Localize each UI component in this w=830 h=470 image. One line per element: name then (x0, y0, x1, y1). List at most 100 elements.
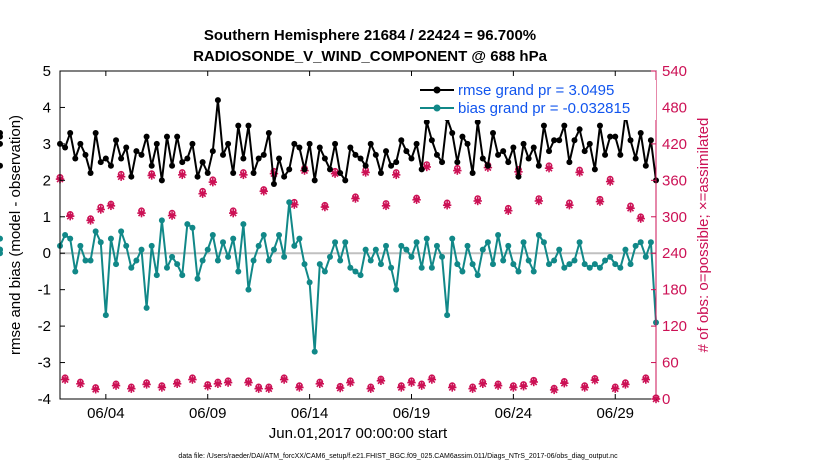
obs-assimilated-point (473, 196, 482, 206)
bias-point (306, 279, 313, 286)
rmse-point (321, 155, 328, 162)
rmse-point (535, 162, 542, 169)
bias-point (352, 268, 359, 275)
obs-assimilated-point (412, 195, 421, 204)
bias-point (423, 235, 430, 242)
rmse-point (383, 148, 390, 155)
obs-assimilated-point (65, 211, 75, 221)
bias-point (153, 272, 160, 279)
rmse-point (377, 170, 384, 177)
obs-assimilated-point (453, 166, 462, 175)
bias-point (67, 235, 74, 242)
bias-point (214, 257, 221, 264)
obs-assimilated-point (504, 206, 513, 215)
rmse-point (627, 137, 634, 144)
obs-assimilated-point (96, 205, 105, 214)
obs-assimilated-point (188, 375, 197, 384)
bias-point (576, 239, 583, 246)
bias-point (118, 228, 125, 235)
obs-assimilated-point (427, 375, 437, 384)
y-tick-label: 4 (43, 99, 51, 116)
rmse-point (367, 140, 374, 147)
x-axis-label: Jun.01,2017 00:00:00 start (269, 425, 448, 442)
bias-point (637, 239, 644, 246)
obs-assimilated-point (422, 162, 431, 172)
bias-point (627, 261, 634, 268)
obs-assimilated-point (223, 378, 233, 387)
bias-point (204, 246, 211, 253)
rmse-point (433, 151, 440, 158)
rmse-point (352, 151, 359, 158)
obs-assimilated-point (111, 381, 121, 390)
rmse-point (306, 140, 313, 147)
rmse-point (439, 159, 446, 166)
rmse-point (184, 155, 191, 162)
rmse-point (225, 140, 232, 147)
x-tick-label: 06/29 (596, 405, 634, 422)
rmse-point (515, 173, 522, 180)
rmse-point (403, 148, 410, 155)
rmse-point (230, 170, 237, 177)
right-axis: 540 480 420 360 300 240 180 120 60 0 (651, 63, 687, 408)
bias-point (184, 221, 191, 228)
y-tick-label: 3 (43, 136, 51, 153)
rmse-point (281, 173, 288, 180)
right-y-tick-label: 300 (662, 209, 687, 226)
obs-assimilated-point (172, 379, 182, 389)
rmse-point (520, 140, 527, 147)
rmse-point (214, 97, 221, 104)
bias-point (189, 224, 196, 231)
rmse-point (388, 162, 395, 169)
rmse-point (118, 155, 125, 162)
bias-point (158, 217, 165, 224)
bias-point (444, 312, 451, 319)
obs-assimilated-point (605, 177, 615, 186)
obs-assimilated-point (178, 170, 187, 180)
legend: rmse grand pr = 3.0495 bias grand pr = -… (420, 80, 656, 120)
obs-assimilated-point (208, 177, 218, 187)
bias-point (500, 257, 507, 264)
rmse-point (449, 129, 456, 136)
obs-assimilated-point (320, 202, 330, 212)
obs-assimilated-point (203, 382, 212, 391)
rmse-point (240, 155, 247, 162)
footer-data-file: data file: /Users/raeder/DAI/ATM_forcXX/… (178, 453, 618, 460)
bias-point (133, 257, 140, 264)
rmse-point (128, 173, 135, 180)
bias-point (143, 304, 150, 311)
obs-assimilated-point (611, 384, 620, 393)
bias-point (535, 232, 542, 238)
rmse-point (459, 133, 466, 140)
bias-point (169, 253, 176, 260)
bias-point (388, 264, 395, 271)
rmse-point (530, 144, 537, 151)
bias-series-line (59, 201, 657, 353)
rmse-point (418, 166, 425, 173)
rmse-point (291, 140, 298, 147)
rmse-point (113, 137, 120, 144)
obs-assimilated-point (259, 187, 268, 196)
rmse-point (332, 140, 339, 147)
rmse-point (607, 133, 614, 140)
bias-point (367, 257, 374, 264)
bias-point (311, 348, 318, 355)
bias-point (209, 232, 216, 238)
rmse-point (586, 140, 593, 147)
obs-assimilated-point (621, 380, 630, 389)
rmse-point (551, 137, 558, 144)
bias-point (316, 261, 323, 268)
obs-assimilated-point (91, 385, 100, 394)
rmse-point (612, 133, 619, 140)
bias-point (281, 253, 288, 260)
bias-point (332, 239, 339, 246)
plot-marks (0, 97, 661, 404)
bias-point (199, 257, 206, 264)
rmse-point (500, 148, 507, 155)
obs-assimilated-point (335, 383, 345, 393)
bias-point (102, 312, 109, 319)
obs-assimilated-point (392, 170, 401, 180)
rmse-point (265, 129, 272, 136)
obs-assimilated-point (361, 168, 370, 177)
bias-point (179, 272, 186, 279)
bias-point (321, 268, 328, 275)
